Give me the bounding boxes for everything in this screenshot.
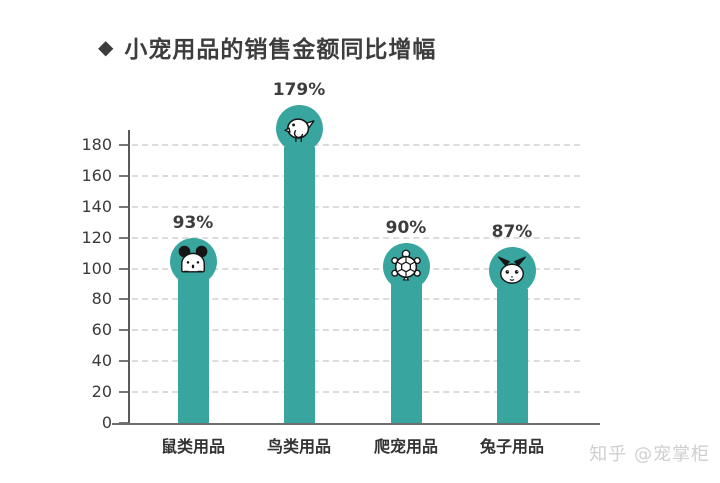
bar-bubble-爬宠用品 bbox=[382, 242, 430, 290]
x-axis-label-爬宠用品: 爬宠用品 bbox=[373, 437, 438, 456]
x-axis-label-鸟类用品: 鸟类用品 bbox=[266, 437, 331, 456]
y-axis-label-120: 120 bbox=[81, 227, 112, 247]
bar-兔子用品 bbox=[496, 288, 528, 423]
gridline-60 bbox=[132, 329, 580, 332]
gridline-100 bbox=[132, 267, 580, 270]
y-tick-40 bbox=[119, 360, 128, 363]
y-axis-label-40: 40 bbox=[91, 351, 112, 371]
bar-爬宠用品 bbox=[390, 284, 422, 423]
y-axis-label-80: 80 bbox=[91, 289, 112, 309]
value-label-鼠类用品: 93% bbox=[172, 212, 214, 233]
gridline-80 bbox=[132, 298, 580, 301]
y-tick-80 bbox=[119, 298, 128, 301]
gridline-160 bbox=[132, 174, 580, 177]
rabbit-icon bbox=[494, 253, 530, 289]
x-axis-label-兔子用品: 兔子用品 bbox=[479, 437, 544, 456]
value-label-兔子用品: 87% bbox=[491, 222, 533, 243]
gridline-180 bbox=[132, 144, 580, 146]
gridline-120 bbox=[132, 236, 580, 239]
y-axis-label-180: 180 bbox=[81, 135, 112, 154]
y-axis-label-100: 100 bbox=[81, 258, 112, 278]
bar-鸟类用品 bbox=[283, 146, 315, 423]
gridline-140 bbox=[132, 205, 580, 208]
y-axis-line bbox=[128, 130, 130, 425]
bar-bubble-鸟类用品 bbox=[275, 105, 323, 153]
mouse-icon bbox=[175, 243, 211, 279]
x-axis-line bbox=[112, 423, 600, 425]
diamond-icon: ◆ bbox=[98, 35, 115, 59]
y-tick-140 bbox=[119, 205, 128, 208]
chart-title-text: 小宠用品的销售金额同比增幅 bbox=[124, 37, 437, 63]
bar-鼠类用品 bbox=[177, 279, 209, 423]
y-axis-label-160: 160 bbox=[81, 165, 112, 185]
y-axis-label-140: 140 bbox=[81, 196, 112, 216]
y-axis-label-60: 60 bbox=[91, 320, 112, 340]
y-axis-label-20: 20 bbox=[91, 382, 112, 402]
y-axis-label-0: 0 bbox=[101, 413, 112, 432]
y-tick-100 bbox=[119, 267, 128, 270]
y-tick-60 bbox=[119, 329, 128, 332]
x-axis-label-鼠类用品: 鼠类用品 bbox=[160, 437, 225, 456]
value-label-爬宠用品: 90% bbox=[385, 217, 427, 238]
gridline-40 bbox=[132, 360, 580, 363]
bird-icon bbox=[281, 111, 317, 147]
turtle-icon bbox=[388, 248, 424, 284]
y-tick-20 bbox=[119, 391, 128, 394]
gridline-20 bbox=[132, 391, 580, 394]
bar-bubble-鼠类用品 bbox=[169, 237, 217, 285]
watermark: 知乎 @宠掌柜 bbox=[589, 444, 710, 465]
chart-title: ◆ 小宠用品的销售金额同比增幅 bbox=[98, 30, 436, 64]
y-tick-120 bbox=[119, 236, 128, 239]
bar-bubble-兔子用品 bbox=[488, 247, 536, 295]
y-tick-160 bbox=[119, 174, 128, 177]
y-tick-180 bbox=[119, 144, 128, 146]
value-label-鸟类用品: 179% bbox=[272, 80, 326, 101]
